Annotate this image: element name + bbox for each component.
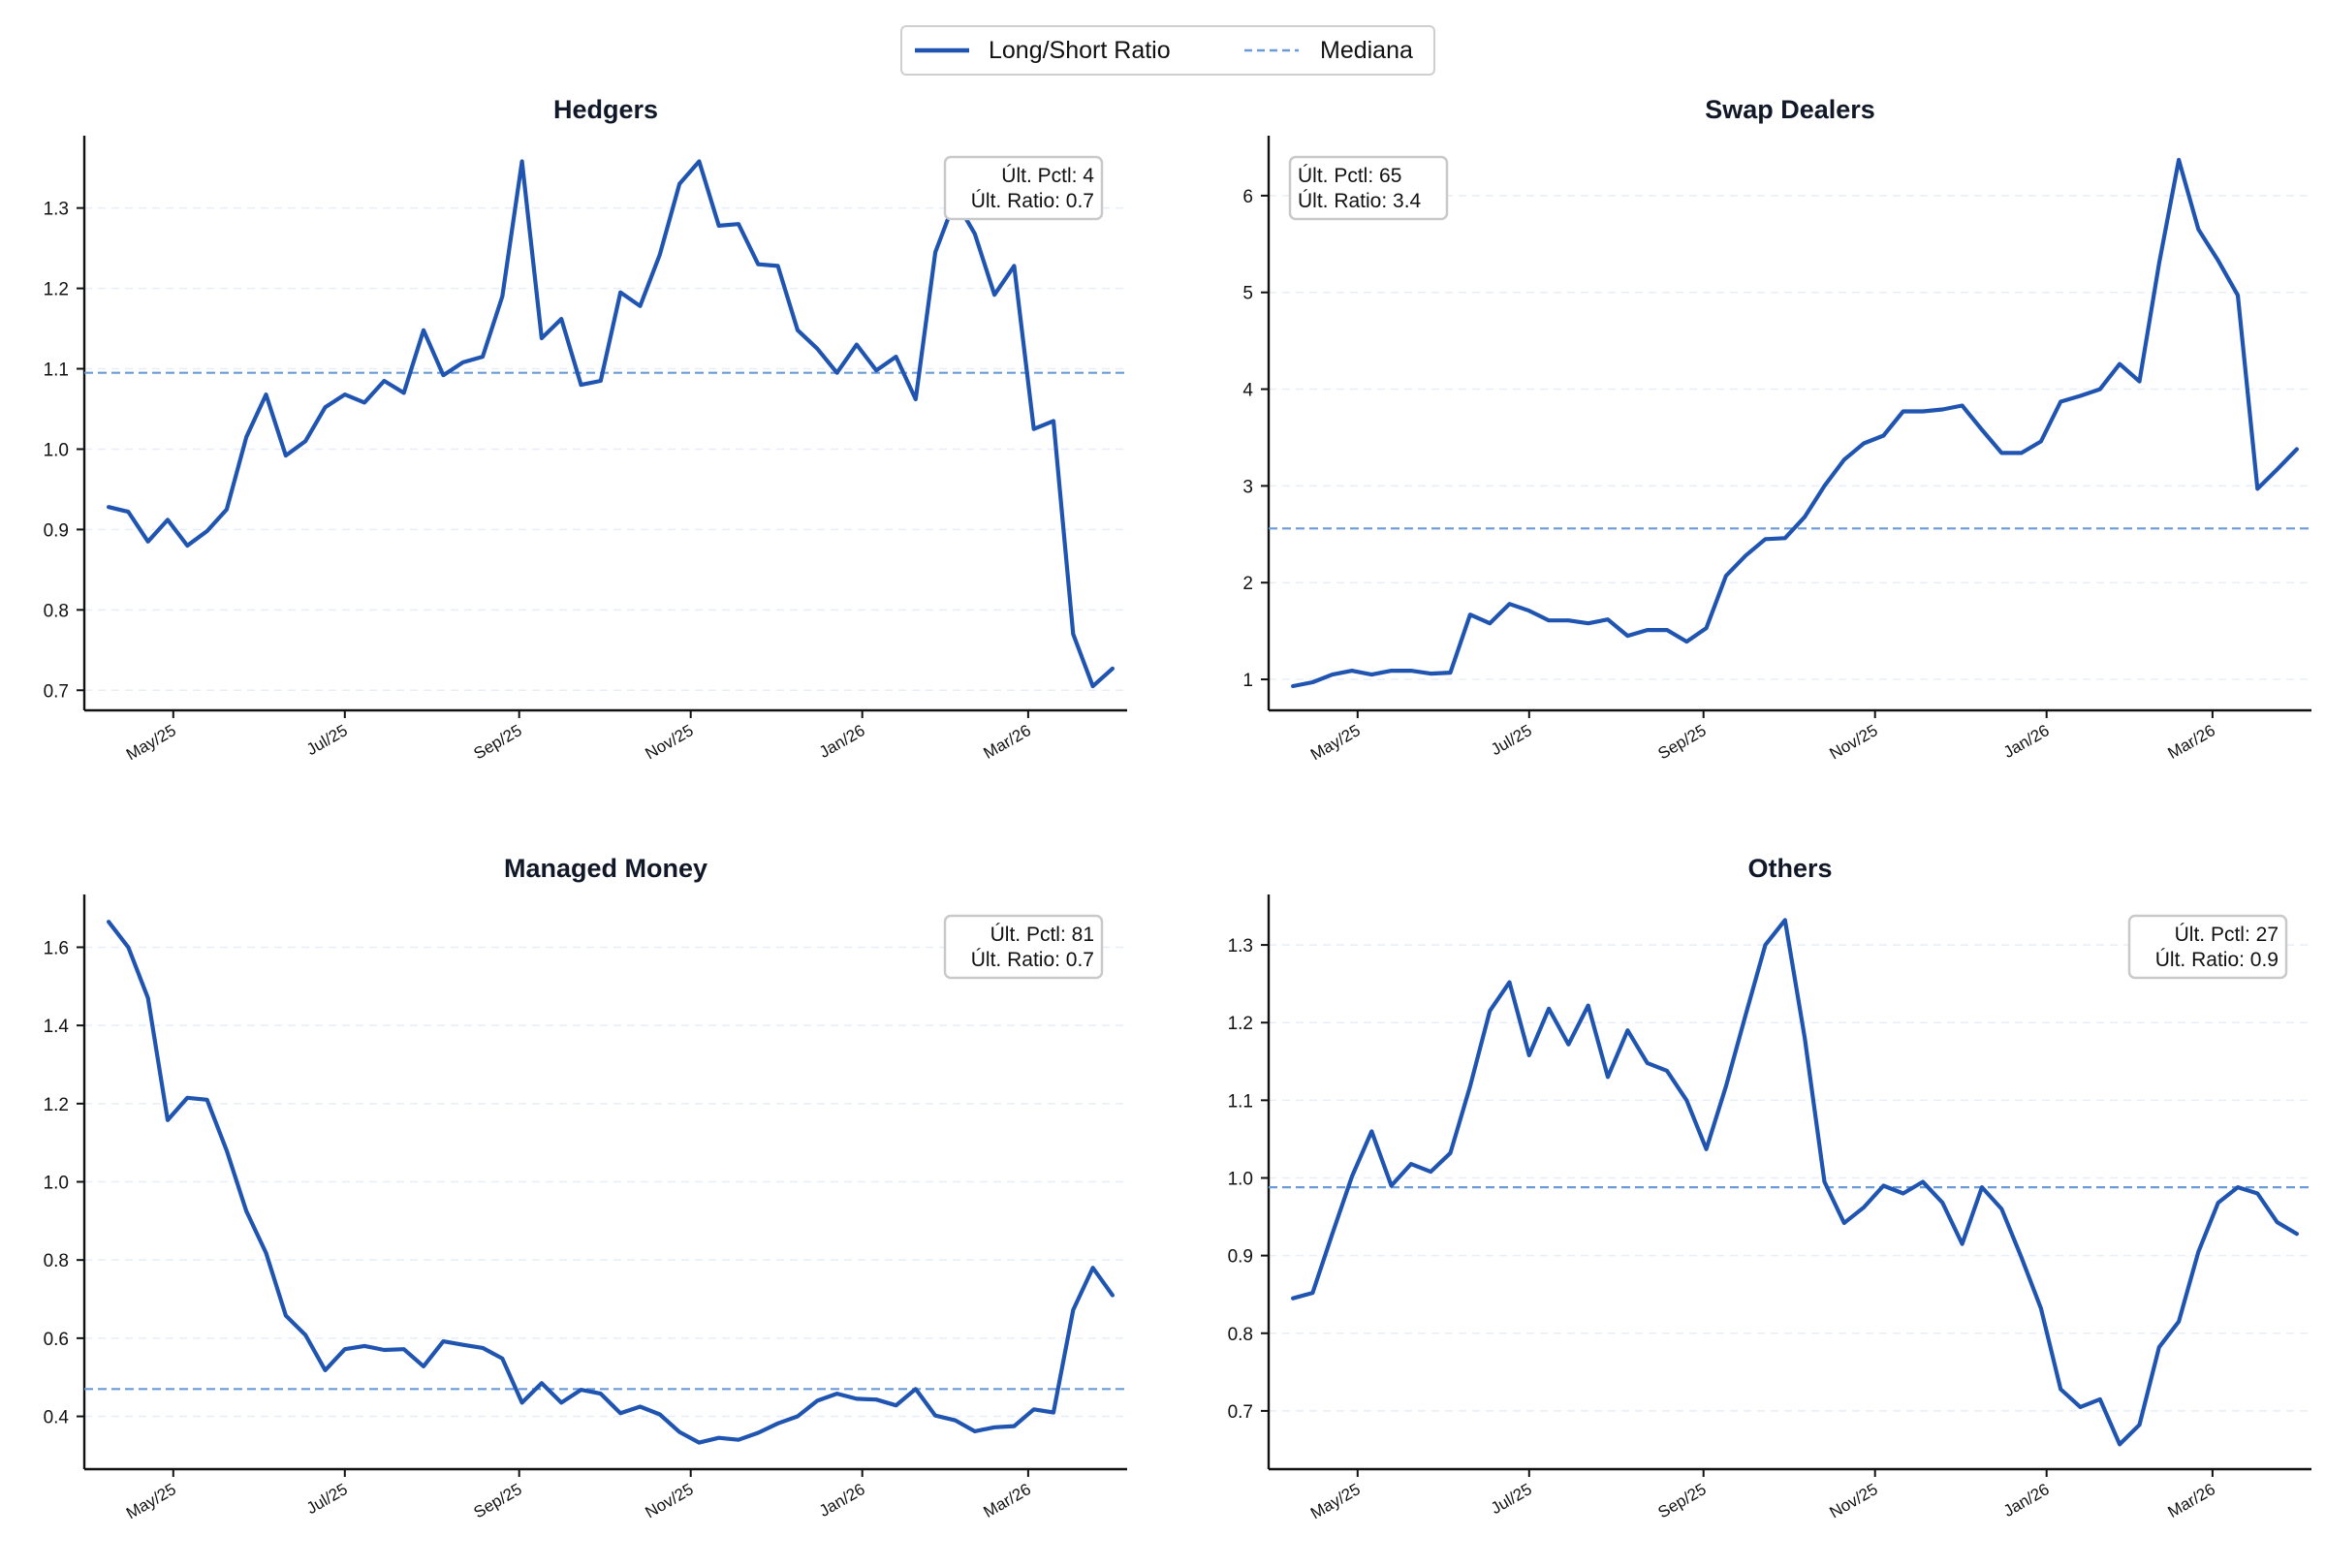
panel-4: Others 0.7 0.8 0.9 1.0 1.1 1.2 1.3 May/25 Jul/25 S… (1228, 854, 2311, 1522)
y-tick-label: 1.1 (44, 361, 69, 381)
annotation-ratio: Últ. Ratio: 3.4 (1298, 190, 1422, 212)
y-tick-label: 1.4 (44, 1017, 70, 1037)
x-tick-label: Nov/25 (1827, 1480, 1881, 1521)
y-tick-label: 0.9 (44, 520, 69, 541)
series-line (1290, 157, 2299, 689)
legend-median-label: Mediana (1320, 37, 1413, 64)
panel-1: Hedgers 0.7 0.8 0.9 1.0 1.1 1.2 1.3 May/25 Jul/25… (44, 95, 1127, 764)
annotation-ratio: Últ. Ratio: 0.7 (971, 949, 1094, 971)
panel-3: Managed Money 0.4 0.6 0.8 1.0 1.2 1.4 1.6 May/25… (44, 854, 1127, 1522)
annotation-box (2127, 914, 2288, 980)
x-tick-label: Nov/25 (1827, 721, 1881, 763)
x-tick-label: May/25 (123, 721, 179, 764)
legend-series-label: Long/Short Ratio (989, 37, 1171, 64)
annotation-box (943, 155, 1104, 221)
y-tick-label: 1.0 (44, 440, 69, 460)
x-tick-label: Jul/25 (1488, 1480, 1535, 1518)
x-tick-label: Mar/26 (2165, 721, 2218, 763)
y-tick-label: 0.7 (1228, 1402, 1253, 1423)
y-tick-label: 6 (1242, 187, 1253, 207)
panel-title: Swap Dealers (1705, 95, 1875, 124)
y-tick-label: 1 (1242, 671, 1253, 691)
y-tick-label: 0.6 (44, 1330, 69, 1350)
x-tick-label: May/25 (123, 1480, 179, 1522)
x-tick-label: Jul/25 (303, 1480, 351, 1518)
annotation-ratio: Últ. Ratio: 0.7 (971, 190, 1094, 212)
x-tick-label: Jul/25 (303, 721, 351, 759)
annotation-pctl: Últ. Pctl: 27 (2175, 924, 2279, 946)
x-tick-label: Mar/26 (2165, 1480, 2218, 1521)
y-tick-label: 0.4 (44, 1408, 70, 1428)
y-tick-label: 1.1 (1228, 1091, 1253, 1112)
annotation-box (1288, 155, 1449, 221)
annotation-pctl: Últ. Pctl: 65 (1298, 165, 1401, 187)
series-line (1290, 918, 2299, 1447)
y-tick-label: 1.2 (44, 280, 69, 300)
y-tick-label: 1.3 (44, 200, 69, 220)
y-tick-label: 0.9 (1228, 1247, 1253, 1268)
y-tick-label: 0.8 (44, 601, 69, 621)
series-line (106, 159, 1116, 689)
x-tick-label: Sep/25 (471, 1480, 525, 1521)
annotation-box (943, 914, 1104, 980)
x-tick-label: Nov/25 (643, 1480, 697, 1521)
x-tick-label: Mar/26 (981, 721, 1034, 763)
y-tick-label: 1.0 (44, 1174, 69, 1194)
x-tick-label: Jan/26 (2000, 1480, 2053, 1521)
annotation-pctl: Últ. Pctl: 4 (1001, 165, 1094, 187)
panel-title: Hedgers (553, 95, 658, 124)
y-tick-label: 1.2 (44, 1095, 69, 1115)
x-tick-label: Jan/26 (2000, 721, 2053, 762)
y-tick-label: 0.7 (44, 681, 69, 702)
x-tick-label: Nov/25 (643, 721, 697, 763)
y-tick-label: 1.2 (1228, 1014, 1253, 1034)
y-tick-label: 1.3 (1228, 936, 1253, 956)
y-tick-label: 2 (1242, 574, 1253, 594)
x-tick-label: Sep/25 (471, 721, 525, 763)
x-tick-label: Mar/26 (981, 1480, 1034, 1521)
y-tick-label: 1.0 (1228, 1169, 1253, 1189)
panel-title: Others (1747, 854, 1832, 883)
annotation-ratio: Últ. Ratio: 0.9 (2155, 949, 2279, 971)
panel-title: Managed Money (504, 854, 707, 883)
legend-frame (900, 25, 1435, 76)
y-tick-label: 4 (1242, 381, 1253, 401)
x-tick-label: May/25 (1307, 1480, 1364, 1522)
annotation-pctl: Últ. Pctl: 81 (990, 924, 1094, 946)
x-tick-label: Jan/26 (816, 1480, 868, 1521)
x-tick-label: Sep/25 (1655, 721, 1710, 763)
y-tick-label: 0.8 (1228, 1325, 1253, 1345)
y-tick-label: 0.8 (44, 1251, 69, 1271)
panel-2: Swap Dealers 1 2 3 4 5 6 May/25 Jul/25 Sep/25 Nov/… (1242, 95, 2311, 764)
x-tick-label: Jul/25 (1488, 721, 1535, 759)
y-tick-label: 1.6 (44, 938, 69, 958)
x-tick-label: Jan/26 (816, 721, 868, 762)
legend: Long/Short Ratio Mediana (900, 25, 1435, 76)
x-tick-label: May/25 (1307, 721, 1364, 764)
y-tick-label: 5 (1242, 284, 1253, 304)
series-line (106, 920, 1116, 1445)
x-tick-label: Sep/25 (1655, 1480, 1710, 1521)
y-tick-label: 3 (1242, 477, 1253, 497)
